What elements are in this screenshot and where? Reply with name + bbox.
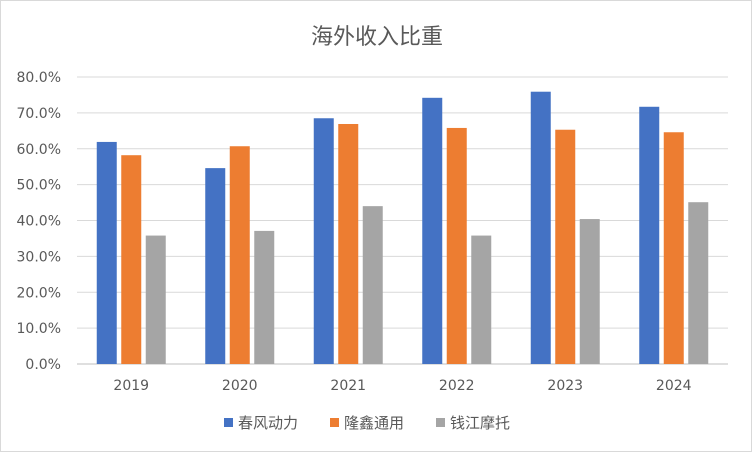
chart-title: 海外收入比重 <box>311 25 443 50</box>
y-tick-label: 10.0% <box>17 321 61 337</box>
y-tick-label: 50.0% <box>17 178 61 194</box>
y-tick-label: 20.0% <box>17 285 61 301</box>
bar <box>688 202 709 364</box>
y-tick-label: 40.0% <box>17 214 61 230</box>
legend-swatch <box>330 418 339 427</box>
bars <box>96 91 709 365</box>
bar <box>579 219 600 364</box>
x-tick-label: 2019 <box>113 378 149 394</box>
x-tick-label: 2020 <box>222 378 258 394</box>
gridlines <box>77 76 728 365</box>
bar <box>471 235 492 364</box>
legend-label: 钱江摩托 <box>450 414 510 432</box>
bar <box>639 106 660 365</box>
x-tick-label: 2024 <box>656 378 692 394</box>
bar <box>530 91 551 365</box>
bar <box>254 230 275 364</box>
x-axis-ticks: 2019 2020 2021 2022 2023 2024 <box>113 378 691 394</box>
bar <box>145 235 166 364</box>
legend-swatch <box>224 418 233 427</box>
legend-label: 春风动力 <box>238 414 298 432</box>
y-tick-label: 80.0% <box>17 70 61 86</box>
bar <box>555 129 576 364</box>
bar <box>229 146 250 364</box>
legend-swatch <box>436 418 445 427</box>
bar <box>338 123 359 364</box>
x-tick-label: 2021 <box>330 378 366 394</box>
bar <box>422 97 443 365</box>
legend: 春风动力 隆鑫通用 钱江摩托 <box>224 414 510 432</box>
bar <box>96 141 117 364</box>
x-tick-label: 2022 <box>439 378 475 394</box>
legend-label: 隆鑫通用 <box>344 414 404 432</box>
bar <box>313 118 334 364</box>
y-tick-label: 0.0% <box>25 357 61 373</box>
bar <box>446 127 467 364</box>
y-tick-label: 70.0% <box>17 106 61 122</box>
bar <box>205 168 226 364</box>
y-tick-label: 30.0% <box>17 249 61 265</box>
bar <box>121 155 142 364</box>
x-tick-label: 2023 <box>547 378 583 394</box>
y-axis-ticks: 0.0% 10.0% 20.0% 30.0% 40.0% 50.0% 60.0% 70.0% 8… <box>17 70 61 373</box>
bar <box>362 206 383 364</box>
y-tick-label: 60.0% <box>17 142 61 158</box>
bar <box>663 132 684 364</box>
